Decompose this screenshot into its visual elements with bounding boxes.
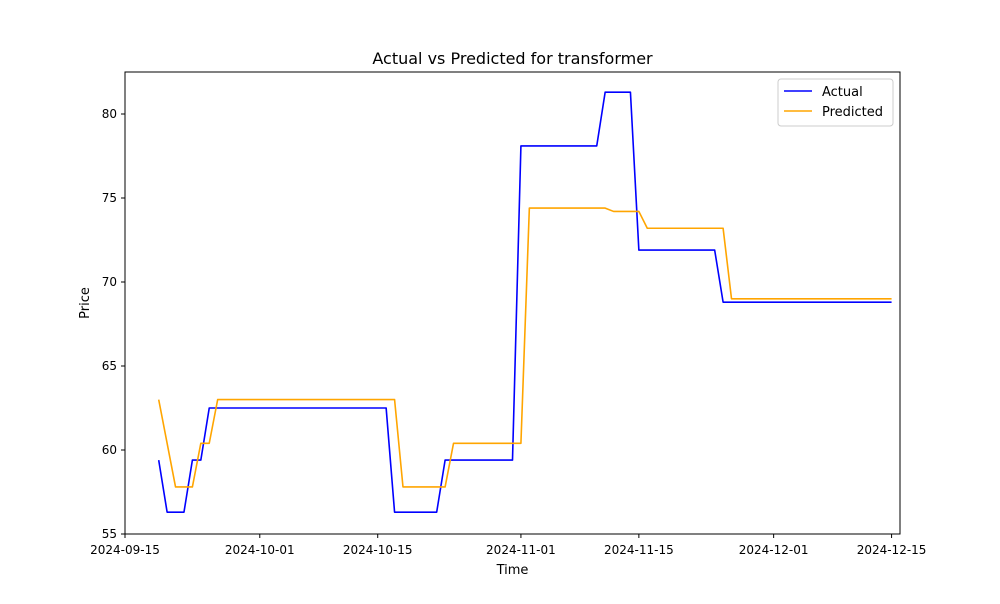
legend-label-predicted: Predicted <box>822 105 883 120</box>
x-tick-label: 2024-12-15 <box>857 543 927 557</box>
series-line-actual <box>157 91 892 513</box>
y-tick-label: 80 <box>102 107 117 121</box>
y-tick-label: 60 <box>102 443 117 457</box>
x-tick-label: 2024-10-01 <box>225 543 295 557</box>
plot-frame <box>124 71 901 535</box>
x-tick-label: 2024-11-15 <box>604 543 674 557</box>
y-tick-label: 70 <box>102 275 117 289</box>
y-tick-label: 65 <box>102 359 117 373</box>
y-tick-label: 75 <box>102 191 117 205</box>
y-axis-label: Price <box>78 287 93 319</box>
chart-title: Actual vs Predicted for transformer <box>372 49 653 68</box>
legend: Actual Predicted <box>777 78 894 127</box>
y-axis: 55 60 65 70 75 80 <box>102 107 125 541</box>
series-line-predicted <box>157 207 892 488</box>
x-tick-label: 2024-12-01 <box>739 543 809 557</box>
legend-label-actual: Actual <box>822 85 863 100</box>
series-layer <box>157 91 892 513</box>
x-tick-label: 2024-10-15 <box>343 543 413 557</box>
x-axis-label: Time <box>496 563 529 578</box>
x-tick-label: 2024-11-01 <box>486 543 556 557</box>
x-tick-label: 2024-09-15 <box>90 543 160 557</box>
y-tick-label: 55 <box>102 527 117 541</box>
x-axis: 2024-09-15 2024-10-01 2024-10-15 2024-11-01… <box>90 534 926 557</box>
